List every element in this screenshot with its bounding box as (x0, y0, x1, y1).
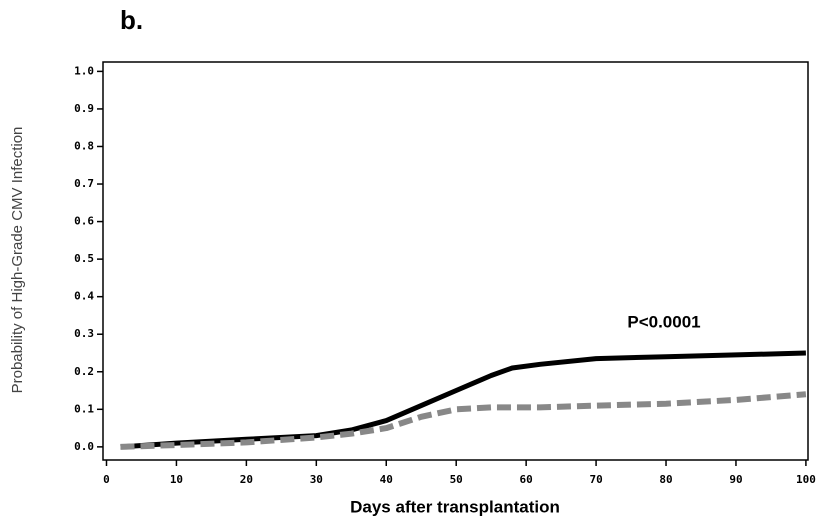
x-tick-label: 40 (380, 473, 393, 486)
y-tick-label: 0.5 (74, 252, 94, 265)
x-tick-label: 10 (170, 473, 183, 486)
y-tick-label: 0.7 (74, 177, 94, 190)
series-line (120, 391, 807, 450)
x-tick-label: 70 (589, 473, 602, 486)
x-tick-label: 50 (450, 473, 463, 486)
x-tick-label: 30 (310, 473, 323, 486)
y-tick-label: 0.8 (74, 139, 94, 152)
y-tick-label: 1.0 (74, 64, 94, 77)
x-tick-label: 80 (659, 473, 672, 486)
y-tick-label: 0.6 (74, 215, 94, 228)
x-tick-label: 20 (240, 473, 253, 486)
y-tick-label: 0.4 (74, 290, 94, 303)
p-value-annotation: P<0.0001 (627, 312, 700, 331)
x-tick-label: 90 (729, 473, 742, 486)
y-tick-label: 0.1 (74, 402, 94, 415)
y-tick-label: 0.2 (74, 365, 94, 378)
x-tick-label: 100 (796, 473, 816, 486)
y-tick-label: 0.3 (74, 327, 94, 340)
y-tick-label: 0.0 (74, 440, 94, 453)
y-axis-label: Probability of High-Grade CMV Infection (9, 127, 26, 394)
x-tick-label: 60 (520, 473, 533, 486)
panel-label: b. (120, 5, 143, 35)
x-tick-label: 0 (103, 473, 110, 486)
x-axis-label: Days after transplantation (350, 497, 560, 516)
y-tick-label: 0.9 (74, 102, 94, 115)
